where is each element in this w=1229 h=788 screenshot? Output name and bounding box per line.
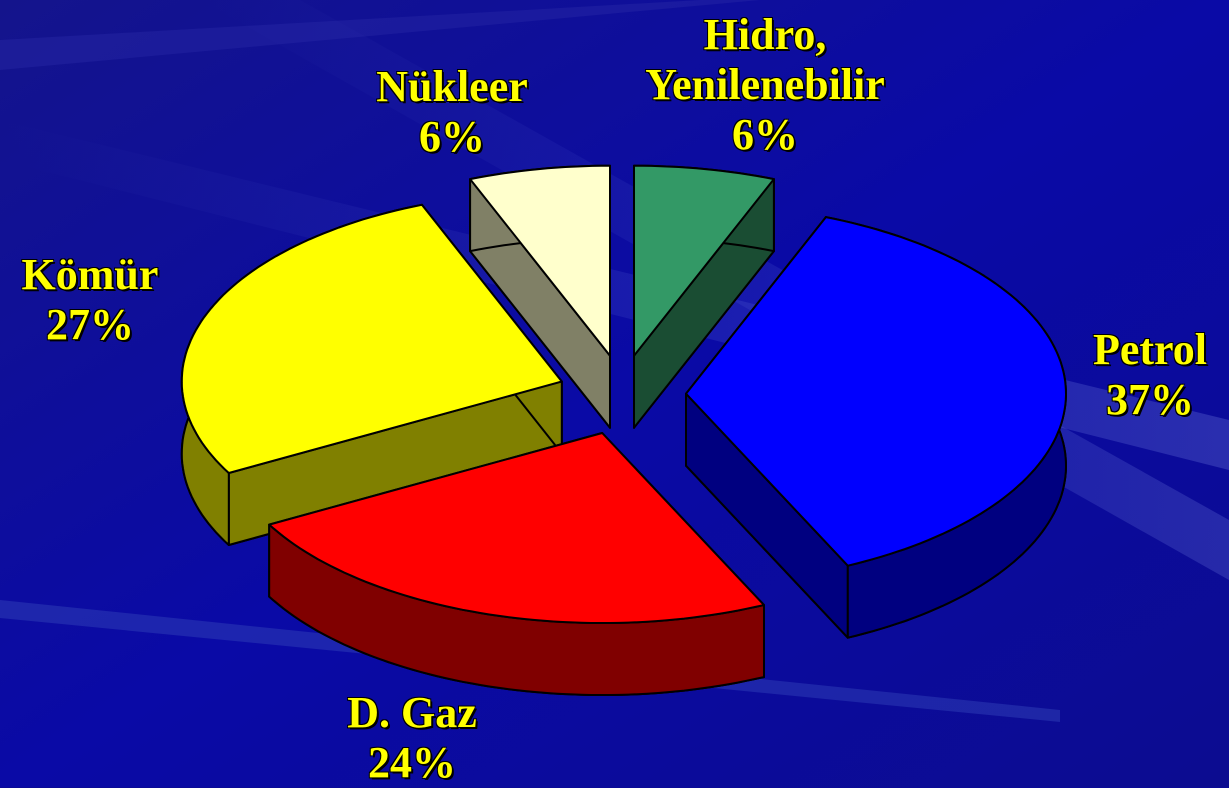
slice-label: Hidro, Yenilenebilir 6% xyxy=(615,10,915,160)
category-label: Petrol xyxy=(1092,325,1208,374)
value-label: 6% xyxy=(732,110,798,159)
category-label: Nükleer xyxy=(376,62,528,111)
slice-label: D. Gaz 24% xyxy=(282,688,542,788)
slice xyxy=(180,203,563,474)
slice xyxy=(685,216,1067,567)
category-label: Hidro, Yenilenebilir xyxy=(645,10,885,109)
value-label: 24% xyxy=(368,738,456,787)
pie xyxy=(180,164,1067,696)
value-label: 27% xyxy=(46,300,134,349)
slice xyxy=(633,164,775,357)
value-label: 37% xyxy=(1106,375,1194,424)
category-label: D. Gaz xyxy=(347,688,477,737)
slice-label: Petrol 37% xyxy=(1050,325,1229,425)
streak xyxy=(0,0,760,70)
slice xyxy=(268,432,765,624)
value-label: 6% xyxy=(419,112,485,161)
slice-label: Kömür 27% xyxy=(0,250,200,350)
slice-label: Nükleer 6% xyxy=(332,62,572,162)
category-label: Kömür xyxy=(21,250,159,299)
slice xyxy=(469,164,611,357)
